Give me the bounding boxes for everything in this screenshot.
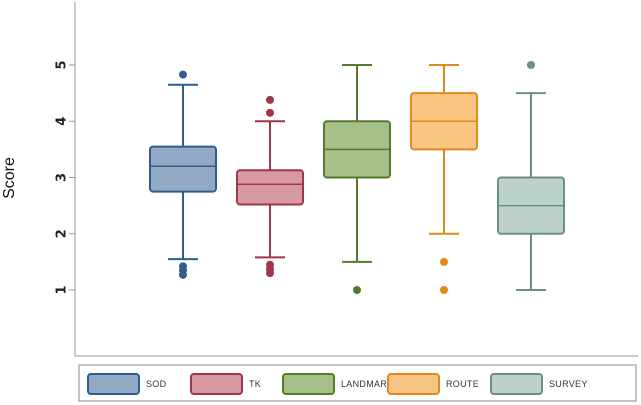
- outlier-point: [266, 269, 274, 278]
- y-tick-label: 4: [55, 117, 70, 126]
- legend-item-tk: TK: [190, 373, 261, 395]
- legend-swatch: [490, 373, 543, 395]
- legend-item-sod: SOD: [87, 373, 167, 395]
- box-route: [410, 64, 478, 294]
- plot-frame: [74, 2, 638, 357]
- legend-label: TK: [249, 379, 261, 389]
- legend-label: ROUTE: [446, 379, 479, 389]
- box-tk: [236, 95, 304, 278]
- legend-swatch: [190, 373, 243, 395]
- iqr-box: [236, 169, 304, 206]
- outlier-point: [440, 286, 448, 294]
- legend-item-landmark: LANDMARK: [282, 373, 393, 395]
- iqr-box: [149, 145, 217, 193]
- outlier-point: [353, 286, 361, 294]
- legend-swatch: [87, 373, 140, 395]
- y-tick-label: 3: [55, 173, 70, 182]
- y-tick-label: 1: [55, 285, 70, 294]
- y-tick-label: 5: [55, 60, 70, 69]
- outlier-point: [179, 70, 187, 79]
- outlier-point: [266, 95, 274, 104]
- outlier-point: [179, 270, 187, 279]
- legend-item-survey: SURVEY: [490, 373, 588, 395]
- outlier-point: [440, 257, 448, 266]
- legend: SOD TK LANDMARK ROUTE SURVEY: [78, 364, 637, 402]
- legend-label: SURVEY: [549, 379, 588, 389]
- box-series: [149, 61, 565, 294]
- y-axis-ticks: 1 2 3 4 5: [55, 60, 75, 295]
- outlier-point: [527, 61, 535, 69]
- box-sod: [149, 70, 217, 279]
- legend-label: SOD: [146, 379, 167, 389]
- box-survey: [497, 61, 565, 291]
- legend-frame: [78, 364, 637, 402]
- legend-items: SOD TK LANDMARK ROUTE SURVEY: [87, 373, 588, 395]
- y-axis-title: Score: [1, 157, 18, 199]
- legend-label: LANDMARK: [341, 379, 393, 389]
- legend-swatch: [282, 373, 335, 395]
- legend-swatch: [387, 373, 440, 395]
- y-tick-label: 2: [55, 229, 70, 238]
- box-landmark: [323, 64, 391, 294]
- outlier-point: [266, 108, 274, 117]
- legend-item-route: ROUTE: [387, 373, 479, 395]
